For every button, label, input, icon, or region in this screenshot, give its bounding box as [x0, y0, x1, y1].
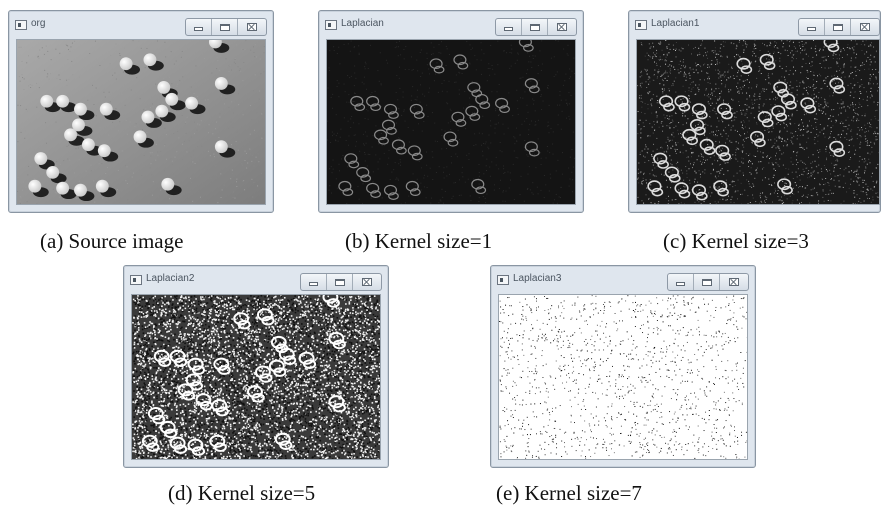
close-button[interactable] [353, 274, 381, 290]
window-laplacian: Laplacian [318, 10, 584, 213]
title-bar[interactable]: Laplacian1 [629, 11, 880, 39]
caption-a: (a) Source image [40, 229, 184, 253]
window-controls [300, 273, 382, 291]
window-controls [667, 273, 749, 291]
maximize-button[interactable] [825, 19, 851, 35]
minimize-button[interactable] [186, 19, 212, 35]
close-icon [362, 278, 372, 286]
minimize-button[interactable] [496, 19, 522, 35]
minimize-button[interactable] [301, 274, 327, 290]
close-icon [860, 23, 870, 31]
maximize-button[interactable] [694, 274, 720, 290]
minimize-icon [309, 282, 318, 286]
close-icon [247, 23, 257, 31]
maximize-icon [832, 23, 843, 31]
window-controls [798, 18, 880, 36]
close-button[interactable] [238, 19, 266, 35]
caption-c: (c) Kernel size=3 [663, 229, 809, 253]
maximize-button[interactable] [327, 274, 353, 290]
close-icon [557, 23, 567, 31]
app-icon[interactable] [325, 20, 337, 30]
title-bar[interactable]: Laplacian [319, 11, 583, 39]
close-icon [729, 278, 739, 286]
app-icon[interactable] [130, 275, 142, 285]
image-view-laplacian1 [636, 39, 880, 205]
app-icon[interactable] [497, 275, 509, 285]
image-view-laplacian [326, 39, 576, 205]
source-image-balls [17, 40, 265, 204]
window-org: org [8, 10, 274, 213]
app-icon[interactable] [15, 20, 27, 30]
title-bar[interactable]: Laplacian3 [491, 266, 755, 294]
title-bar[interactable]: org [9, 11, 273, 39]
app-icon[interactable] [635, 20, 647, 30]
window-title: Laplacian3 [513, 273, 562, 284]
minimize-button[interactable] [668, 274, 694, 290]
laplacian-result-k1 [327, 40, 575, 204]
window-title: org [31, 18, 46, 29]
laplacian-result-k5 [132, 295, 380, 459]
minimize-icon [807, 27, 816, 31]
laplacian-result-k7 [499, 295, 747, 459]
maximize-icon [334, 278, 345, 286]
title-bar[interactable]: Laplacian2 [124, 266, 388, 294]
window-laplacian2: Laplacian2 [123, 265, 389, 468]
maximize-icon [219, 23, 230, 31]
maximize-icon [701, 278, 712, 286]
close-button[interactable] [548, 19, 576, 35]
image-view-laplacian3 [498, 294, 748, 460]
close-button[interactable] [720, 274, 748, 290]
close-button[interactable] [851, 19, 879, 35]
window-laplacian3: Laplacian3 [490, 265, 756, 468]
caption-d: (d) Kernel size=5 [168, 481, 316, 505]
maximize-button[interactable] [522, 19, 548, 35]
caption-e: (e) Kernel size=7 [496, 481, 642, 505]
window-title: Laplacian [341, 18, 384, 29]
window-laplacian1: Laplacian1 [628, 10, 881, 213]
maximize-icon [529, 23, 540, 31]
image-view-source [16, 39, 266, 205]
image-view-laplacian2 [131, 294, 381, 460]
maximize-button[interactable] [212, 19, 238, 35]
laplacian-result-k3 [637, 40, 879, 204]
minimize-button[interactable] [799, 19, 825, 35]
window-title: Laplacian1 [651, 18, 700, 29]
minimize-icon [194, 27, 203, 31]
minimize-icon [676, 282, 685, 286]
window-title: Laplacian2 [146, 273, 195, 284]
minimize-icon [504, 27, 513, 31]
window-controls [185, 18, 267, 36]
caption-b: (b) Kernel size=1 [345, 229, 493, 253]
window-controls [495, 18, 577, 36]
